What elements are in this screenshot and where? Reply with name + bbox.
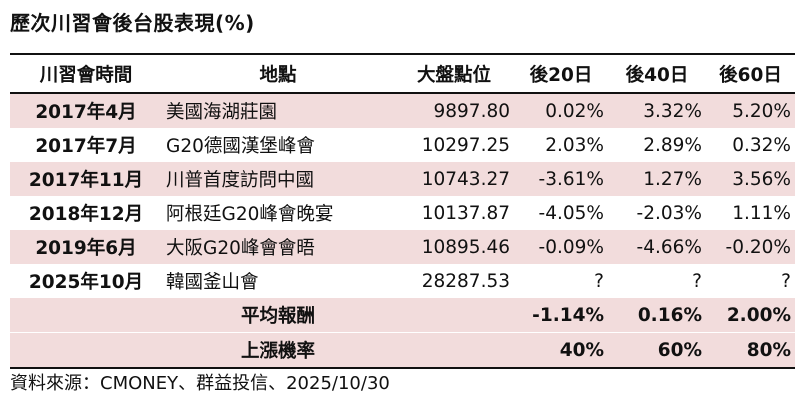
summary-label: 平均報酬 xyxy=(162,298,394,333)
cell-d60: ? xyxy=(781,270,791,292)
cell-d20: ? xyxy=(594,270,604,292)
cell-location: 阿根廷G20峰會晚宴 xyxy=(166,204,334,225)
cell-index: 10743.27 xyxy=(394,162,514,196)
page-title: 歷次川習會後台股表現(%) xyxy=(10,11,255,35)
summary-spacer xyxy=(10,298,162,333)
header-index-level: 大盤點位 xyxy=(394,53,514,94)
cell-d40: -4.66% xyxy=(608,230,706,264)
source-note: 資料來源：CMONEY、群益投信、2025/10/30 xyxy=(10,373,390,394)
summary-d60: 80% xyxy=(706,332,795,369)
cell-d40: 2.89% xyxy=(643,134,702,156)
cell-d60: -0.20% xyxy=(706,230,795,264)
cell-d60: 5.20% xyxy=(706,93,795,128)
cell-date: 2018年12月 xyxy=(28,204,144,225)
cell-date: 2025年10月 xyxy=(28,272,144,293)
cell-d60: 1.11% xyxy=(732,202,791,224)
header-after-20-days: 後20日 xyxy=(514,53,608,94)
cell-index: 10297.25 xyxy=(421,134,510,156)
cell-date: 2017年7月 xyxy=(35,136,137,157)
cell-date: 2017年4月 xyxy=(10,93,162,128)
cell-location: 美國海湖莊園 xyxy=(162,93,394,128)
cell-location: 川普首度訪問中國 xyxy=(162,162,394,196)
summary-label: 上漲機率 xyxy=(162,332,394,369)
summary-spacer xyxy=(394,298,514,333)
cell-d20: 0.02% xyxy=(514,93,608,128)
summary-d40: 0.16% xyxy=(608,298,706,333)
cell-index: 10895.46 xyxy=(394,230,514,264)
table-row: 2019年6月 大阪G20峰會會晤 10895.46 -0.09% -4.66%… xyxy=(10,230,795,264)
cell-location: G20德國漢堡峰會 xyxy=(166,136,315,157)
header-location: 地點 xyxy=(162,53,394,94)
cell-date: 2019年6月 xyxy=(10,230,162,264)
summary-spacer xyxy=(394,332,514,369)
summary-d60: 2.00% xyxy=(706,298,795,333)
header-after-40-days: 後40日 xyxy=(608,53,706,94)
cell-d40: -2.03% xyxy=(636,202,702,224)
summary-d20: -1.14% xyxy=(514,298,608,333)
cell-location: 韓國釜山會 xyxy=(166,272,259,293)
summary-spacer xyxy=(10,332,162,369)
cell-d40: 3.32% xyxy=(608,93,706,128)
cell-d20: -0.09% xyxy=(514,230,608,264)
cell-index: 10137.87 xyxy=(421,202,510,224)
table-row: 2018年12月 阿根廷G20峰會晚宴 10137.87 -4.05% -2.0… xyxy=(10,196,795,230)
cell-d20: -3.61% xyxy=(514,162,608,196)
cell-d40: ? xyxy=(692,270,702,292)
performance-table: 川習會時間 地點 大盤點位 後20日 後40日 後60日 2017年4月 美國海… xyxy=(10,53,795,369)
cell-d20: 2.03% xyxy=(545,134,604,156)
cell-d60: 3.56% xyxy=(706,162,795,196)
summary-row-average-return: 平均報酬 -1.14% 0.16% 2.00% xyxy=(10,298,795,333)
cell-d40: 1.27% xyxy=(608,162,706,196)
summary-row-rise-probability: 上漲機率 40% 60% 80% xyxy=(10,332,795,369)
summary-d40: 60% xyxy=(608,332,706,369)
table-row: 2025年10月 韓國釜山會 28287.53 ? ? ? xyxy=(10,264,795,298)
cell-date: 2017年11月 xyxy=(10,162,162,196)
header-after-60-days: 後60日 xyxy=(706,53,795,94)
cell-location: 大阪G20峰會會晤 xyxy=(162,230,394,264)
table-header-row: 川習會時間 地點 大盤點位 後20日 後40日 後60日 xyxy=(10,53,795,94)
summary-d20: 40% xyxy=(514,332,608,369)
cell-index: 28287.53 xyxy=(421,270,510,292)
table-row: 2017年11月 川普首度訪問中國 10743.27 -3.61% 1.27% … xyxy=(10,162,795,196)
cell-d20: -4.05% xyxy=(538,202,604,224)
cell-index: 9897.80 xyxy=(394,93,514,128)
table-row: 2017年7月 G20德國漢堡峰會 10297.25 2.03% 2.89% 0… xyxy=(10,128,795,162)
table-row: 2017年4月 美國海湖莊園 9897.80 0.02% 3.32% 5.20% xyxy=(10,93,795,128)
cell-d60: 0.32% xyxy=(732,134,791,156)
header-meeting-date: 川習會時間 xyxy=(10,53,162,94)
